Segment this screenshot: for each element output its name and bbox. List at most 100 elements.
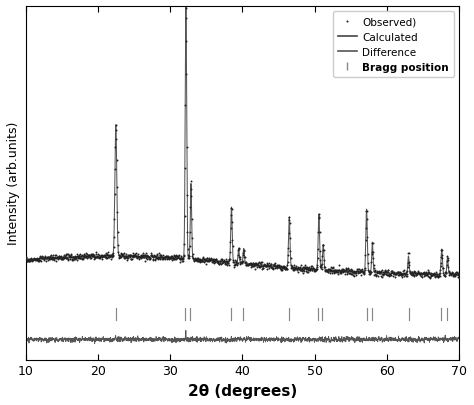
Point bbox=[401, 268, 408, 274]
Point bbox=[63, 255, 71, 262]
Point bbox=[105, 254, 112, 261]
Point bbox=[449, 273, 456, 279]
Point bbox=[64, 256, 71, 262]
Point bbox=[393, 270, 401, 276]
Point bbox=[184, 253, 192, 259]
Point bbox=[362, 252, 369, 258]
Point bbox=[30, 255, 37, 262]
Point bbox=[182, 102, 189, 109]
Point bbox=[215, 261, 223, 267]
Point bbox=[361, 271, 368, 278]
Point bbox=[378, 268, 385, 274]
Point bbox=[383, 271, 390, 277]
Point bbox=[236, 256, 244, 262]
Point bbox=[383, 269, 390, 275]
Point bbox=[188, 194, 195, 200]
Point bbox=[181, 213, 188, 220]
Point bbox=[384, 267, 392, 274]
Point bbox=[363, 216, 371, 222]
Point bbox=[69, 257, 77, 263]
Point bbox=[368, 249, 376, 256]
Point bbox=[441, 272, 448, 278]
Point bbox=[288, 264, 296, 271]
Point bbox=[255, 262, 262, 269]
Point bbox=[382, 271, 389, 278]
Point bbox=[120, 256, 128, 262]
Point bbox=[157, 254, 164, 260]
Point bbox=[172, 256, 180, 263]
Point bbox=[288, 265, 296, 271]
Point bbox=[135, 254, 143, 260]
Point bbox=[139, 252, 147, 258]
Point bbox=[353, 266, 360, 273]
Point bbox=[343, 266, 351, 273]
Point bbox=[370, 272, 378, 278]
Point bbox=[191, 257, 199, 263]
Point bbox=[298, 268, 306, 275]
Point bbox=[135, 254, 142, 261]
Point bbox=[112, 128, 119, 134]
Point bbox=[318, 266, 326, 272]
Point bbox=[46, 254, 54, 261]
Point bbox=[132, 251, 139, 257]
Point bbox=[356, 269, 364, 275]
Point bbox=[119, 253, 127, 259]
Point bbox=[436, 272, 443, 278]
Point bbox=[100, 253, 108, 260]
Point bbox=[154, 252, 161, 259]
Point bbox=[319, 243, 327, 249]
Point bbox=[338, 266, 346, 273]
Point bbox=[402, 271, 410, 277]
Point bbox=[28, 257, 36, 264]
Point bbox=[55, 255, 63, 262]
Point bbox=[369, 240, 376, 246]
Legend: Observed), Calculated, Difference, Bragg position: Observed), Calculated, Difference, Bragg… bbox=[333, 12, 454, 78]
Point bbox=[388, 269, 395, 276]
Point bbox=[392, 271, 399, 277]
Point bbox=[359, 269, 367, 275]
Point bbox=[179, 256, 186, 262]
Point bbox=[175, 255, 183, 261]
Point bbox=[30, 256, 38, 262]
Point bbox=[269, 266, 276, 273]
Point bbox=[292, 265, 299, 272]
Point bbox=[191, 256, 199, 263]
Point bbox=[86, 254, 93, 261]
Point bbox=[448, 269, 456, 276]
Point bbox=[279, 265, 287, 271]
Point bbox=[45, 254, 52, 261]
Point bbox=[443, 270, 450, 277]
Point bbox=[153, 252, 160, 258]
Point bbox=[373, 270, 381, 276]
Point bbox=[132, 253, 140, 259]
Point bbox=[48, 256, 56, 262]
Point bbox=[366, 268, 374, 274]
Point bbox=[109, 254, 116, 260]
Point bbox=[403, 271, 410, 278]
Point bbox=[431, 271, 439, 278]
Point bbox=[49, 256, 57, 262]
Point bbox=[254, 262, 262, 268]
Point bbox=[221, 261, 228, 267]
Point bbox=[311, 267, 319, 274]
Point bbox=[175, 256, 183, 262]
Point bbox=[255, 260, 263, 266]
Point bbox=[422, 269, 429, 276]
Point bbox=[345, 267, 353, 274]
Point bbox=[354, 269, 361, 275]
Point bbox=[404, 251, 412, 257]
Point bbox=[65, 254, 73, 261]
Point bbox=[96, 254, 104, 260]
Point bbox=[450, 273, 457, 279]
Point bbox=[194, 256, 202, 262]
Point bbox=[292, 265, 299, 272]
Point bbox=[346, 270, 353, 277]
Point bbox=[126, 252, 133, 259]
Point bbox=[50, 254, 57, 261]
Point bbox=[88, 253, 96, 260]
Point bbox=[110, 234, 118, 241]
Y-axis label: Intensity (arb.units): Intensity (arb.units) bbox=[7, 122, 20, 245]
Point bbox=[146, 254, 153, 260]
Point bbox=[341, 269, 348, 275]
Point bbox=[417, 270, 425, 276]
